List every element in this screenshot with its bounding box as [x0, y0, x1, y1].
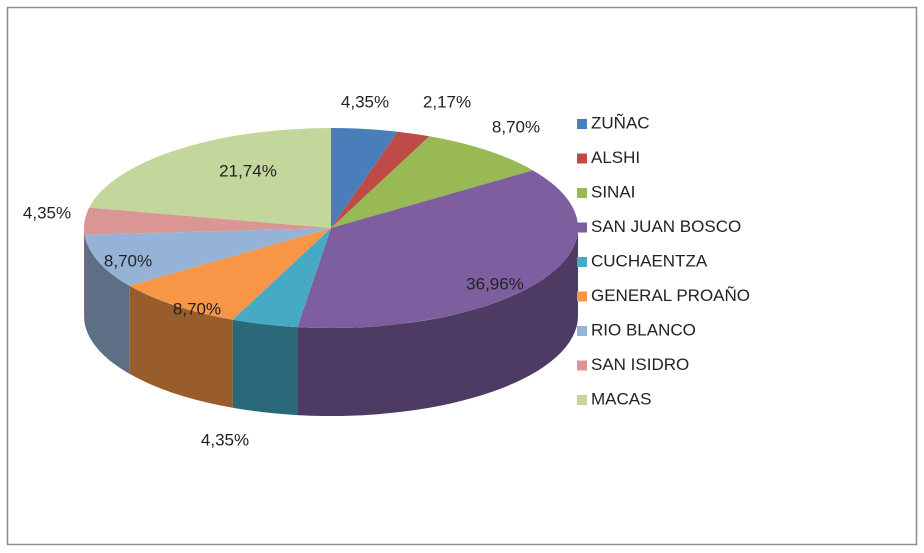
slice [129, 228, 331, 320]
slice [297, 170, 578, 328]
legend-label: SAN ISIDRO [591, 355, 689, 374]
slice-side [232, 319, 298, 416]
slice-side [129, 285, 233, 408]
legend-label: CUCHAENTZA [591, 251, 708, 270]
legend-label: SAN JUAN BOSCO [591, 217, 741, 236]
legend-swatch [577, 326, 587, 336]
data-label: 21,74% [219, 161, 277, 180]
legend-swatch [577, 222, 587, 233]
slice-side [84, 234, 130, 374]
data-label: 36,96% [466, 274, 524, 293]
legend-label: ZUÑAC [591, 113, 650, 132]
data-label: 4,35% [201, 430, 249, 449]
data-label: 8,70% [104, 251, 152, 270]
legend-label: RIO BLANCO [591, 320, 696, 339]
slice [331, 136, 533, 228]
slice [84, 207, 331, 235]
legend-swatch [577, 395, 587, 405]
slice [331, 131, 430, 228]
data-label: 8,70% [173, 299, 221, 318]
slice [84, 228, 331, 286]
legend-label: SINAI [591, 182, 635, 201]
legend-label: MACAS [591, 389, 651, 408]
data-label: 4,35% [23, 203, 71, 222]
slice [89, 128, 331, 228]
legend-swatch [577, 119, 587, 129]
slice-side [297, 228, 578, 416]
legend-label: ALSHI [591, 148, 640, 167]
slice-side [84, 228, 85, 323]
data-label: 2,17% [423, 92, 471, 111]
legend-swatch [577, 188, 587, 198]
legend-swatch [577, 257, 587, 267]
legend-label: GENERAL PROAÑO [591, 286, 750, 305]
slice [331, 128, 398, 228]
legend-swatch [577, 360, 587, 371]
legend-swatch [577, 291, 587, 302]
data-label: 4,35% [341, 92, 389, 111]
legend-swatch [577, 153, 587, 164]
data-label: 8,70% [492, 117, 540, 136]
slice [232, 228, 331, 328]
